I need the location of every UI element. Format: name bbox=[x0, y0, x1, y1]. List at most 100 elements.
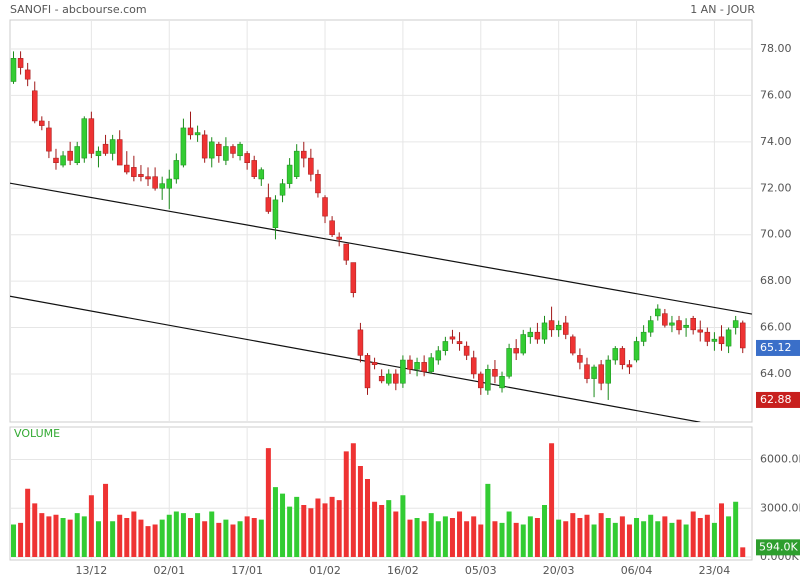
volume-bar bbox=[697, 518, 703, 557]
volume-bar bbox=[322, 503, 328, 557]
volume-bar bbox=[435, 521, 441, 557]
volume-bar bbox=[534, 518, 540, 557]
candle-body bbox=[357, 329, 364, 356]
candle-body bbox=[95, 150, 102, 157]
volume-bar bbox=[180, 513, 186, 557]
volume-bar bbox=[39, 513, 45, 557]
candle-body bbox=[718, 336, 725, 345]
volume-title: VOLUME bbox=[14, 427, 60, 440]
trendline bbox=[10, 295, 701, 422]
candle-body bbox=[478, 373, 484, 389]
candle-body bbox=[690, 318, 696, 331]
volume-bar bbox=[478, 524, 484, 557]
volume-bar bbox=[145, 526, 151, 557]
volume-bar bbox=[53, 514, 59, 557]
volume-bar bbox=[159, 519, 165, 557]
x-tick-label: 05/03 bbox=[465, 564, 497, 577]
volume-bar bbox=[492, 521, 498, 557]
volume-bar bbox=[237, 521, 243, 557]
candle-body bbox=[272, 199, 279, 228]
volume-bar bbox=[138, 519, 144, 557]
candle-body bbox=[166, 178, 173, 189]
volume-bar bbox=[733, 501, 739, 557]
candle-body bbox=[74, 146, 80, 163]
y-tick-label: 72.00 bbox=[760, 181, 792, 194]
candle-body bbox=[499, 376, 505, 389]
candle-body bbox=[116, 139, 123, 166]
candle-body bbox=[605, 359, 611, 384]
y-tick-label: 66.00 bbox=[760, 321, 792, 334]
candle-body bbox=[378, 376, 385, 382]
candle-body bbox=[463, 345, 470, 356]
candle-body bbox=[187, 127, 194, 136]
volume-bar bbox=[407, 519, 413, 557]
candle-body bbox=[230, 146, 236, 154]
volume-bar bbox=[32, 503, 38, 557]
candle-body bbox=[548, 320, 555, 331]
candle-body bbox=[286, 164, 293, 184]
volume-bar bbox=[95, 521, 101, 557]
volume-bar bbox=[131, 511, 137, 557]
candle-body bbox=[81, 118, 88, 159]
volume-bar bbox=[428, 513, 434, 557]
candle-body bbox=[46, 127, 52, 152]
volume-bar bbox=[251, 518, 257, 557]
candle-body bbox=[393, 373, 399, 384]
candle-body bbox=[180, 127, 187, 166]
volume-tag-label: 594.0K bbox=[759, 540, 798, 553]
y-tick-label: 74.00 bbox=[760, 135, 792, 148]
candle-body bbox=[435, 350, 442, 361]
volume-bar bbox=[499, 522, 505, 557]
volume-bar bbox=[357, 466, 363, 557]
candle-body bbox=[421, 362, 427, 372]
candle-body bbox=[194, 132, 201, 136]
volume-bar bbox=[711, 522, 717, 557]
candle-body bbox=[456, 341, 463, 345]
volume-bar bbox=[195, 513, 201, 557]
candle-body bbox=[385, 373, 392, 384]
trendlines bbox=[10, 182, 752, 422]
volume-bar bbox=[457, 511, 463, 557]
candle-body bbox=[88, 118, 95, 154]
volume-bar bbox=[690, 511, 696, 557]
volume-bar bbox=[336, 500, 342, 557]
price-panel bbox=[9, 19, 753, 423]
candle-body bbox=[527, 331, 534, 338]
volume-bar bbox=[577, 518, 583, 557]
candle-body bbox=[315, 174, 321, 194]
volume-bar bbox=[669, 522, 675, 557]
candle-body bbox=[10, 58, 17, 82]
candle-body bbox=[697, 329, 704, 333]
volume-bar bbox=[449, 518, 455, 557]
last-price-label: 65.12 bbox=[760, 341, 792, 354]
volume-bar bbox=[280, 493, 286, 557]
x-tick-label: 20/03 bbox=[543, 564, 575, 577]
candle-body bbox=[555, 324, 562, 331]
candle-body bbox=[534, 331, 541, 340]
last-price-tag bbox=[756, 339, 800, 356]
volume-bar bbox=[648, 514, 654, 557]
candle-body bbox=[279, 183, 286, 196]
candle-body bbox=[258, 169, 265, 180]
volume-tag bbox=[756, 539, 800, 556]
volume-bar bbox=[520, 524, 526, 557]
volume-bar bbox=[244, 516, 250, 557]
volume-bar bbox=[400, 495, 406, 557]
volume-bar bbox=[527, 516, 533, 557]
candle-body bbox=[449, 336, 456, 340]
volume-bar bbox=[173, 511, 179, 557]
candle-body bbox=[251, 160, 257, 177]
volume-bar bbox=[704, 514, 710, 557]
volume-bar bbox=[18, 522, 24, 557]
volume-bar bbox=[294, 496, 300, 557]
volume-bar bbox=[414, 518, 420, 557]
candle-body bbox=[371, 362, 378, 365]
candle-body bbox=[662, 313, 668, 326]
candle-body bbox=[308, 157, 314, 175]
candle-body bbox=[265, 197, 272, 212]
y-tick-label: 68.00 bbox=[760, 274, 792, 287]
volume-bar bbox=[379, 505, 385, 557]
candle-body bbox=[17, 58, 24, 68]
x-tick-label: 17/01 bbox=[231, 564, 263, 577]
volume-bar bbox=[683, 524, 689, 557]
